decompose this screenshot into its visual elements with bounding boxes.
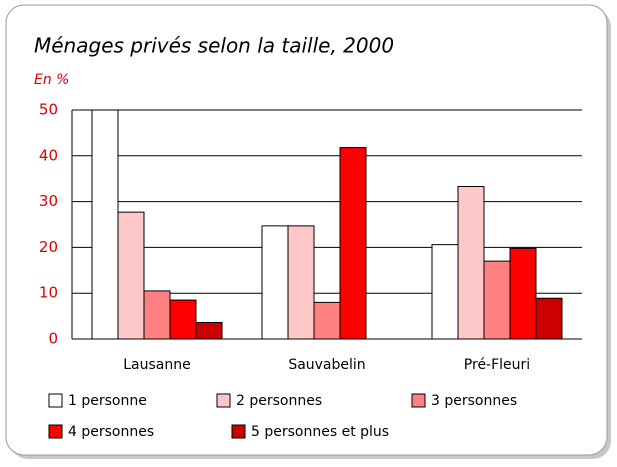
bar xyxy=(535,297,563,340)
legend-label: 4 personnes xyxy=(68,424,154,440)
legend-label: 1 personne xyxy=(68,393,147,409)
chart-title: Ménages privés selon la taille, 2000 xyxy=(34,34,394,58)
y-tick-label: 10 xyxy=(39,284,58,302)
bar xyxy=(195,322,223,340)
bar xyxy=(509,247,537,340)
bar xyxy=(117,211,145,340)
legend-label: 2 personnes xyxy=(236,393,322,409)
bar xyxy=(287,225,315,340)
bar xyxy=(261,225,289,340)
y-tick-label: 50 xyxy=(39,101,58,119)
x-tick-label: Pré-Fleuri xyxy=(464,357,530,373)
bar xyxy=(91,109,119,340)
legend-swatch xyxy=(411,393,426,408)
legend-swatch xyxy=(231,424,246,439)
y-tick-label: 20 xyxy=(39,238,58,256)
chart-subtitle: En % xyxy=(34,72,69,88)
legend-swatch xyxy=(216,393,231,408)
legend-swatch xyxy=(48,424,63,439)
bar xyxy=(457,185,485,340)
legend-label: 3 personnes xyxy=(431,393,517,409)
bar xyxy=(169,299,197,340)
legend-label: 5 personnes et plus xyxy=(251,424,389,440)
bar xyxy=(339,147,367,340)
x-tick-label: Lausanne xyxy=(123,357,190,373)
bar xyxy=(431,244,459,340)
x-tick-label: Sauvabelin xyxy=(288,357,365,373)
legend-swatch xyxy=(48,393,63,408)
y-tick-label: 40 xyxy=(39,146,58,164)
y-tick-label: 0 xyxy=(48,330,58,348)
bar xyxy=(313,301,341,340)
bar xyxy=(143,290,171,340)
bar xyxy=(483,260,511,340)
y-tick-label: 30 xyxy=(39,192,58,210)
